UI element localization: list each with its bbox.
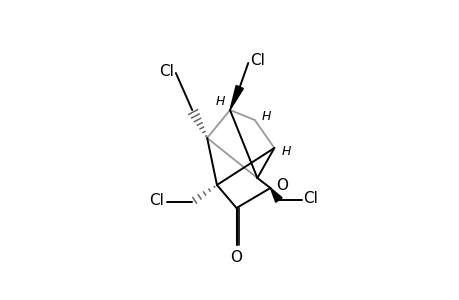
Text: H: H bbox=[215, 95, 224, 108]
Text: H: H bbox=[281, 145, 291, 158]
Text: Cl: Cl bbox=[249, 53, 264, 68]
Text: H: H bbox=[261, 110, 270, 123]
Text: O: O bbox=[230, 250, 242, 265]
Text: Cl: Cl bbox=[302, 191, 318, 206]
Text: Cl: Cl bbox=[149, 193, 164, 208]
Text: Cl: Cl bbox=[159, 64, 174, 79]
Text: O: O bbox=[275, 178, 287, 193]
Polygon shape bbox=[230, 85, 243, 110]
Polygon shape bbox=[270, 188, 281, 202]
